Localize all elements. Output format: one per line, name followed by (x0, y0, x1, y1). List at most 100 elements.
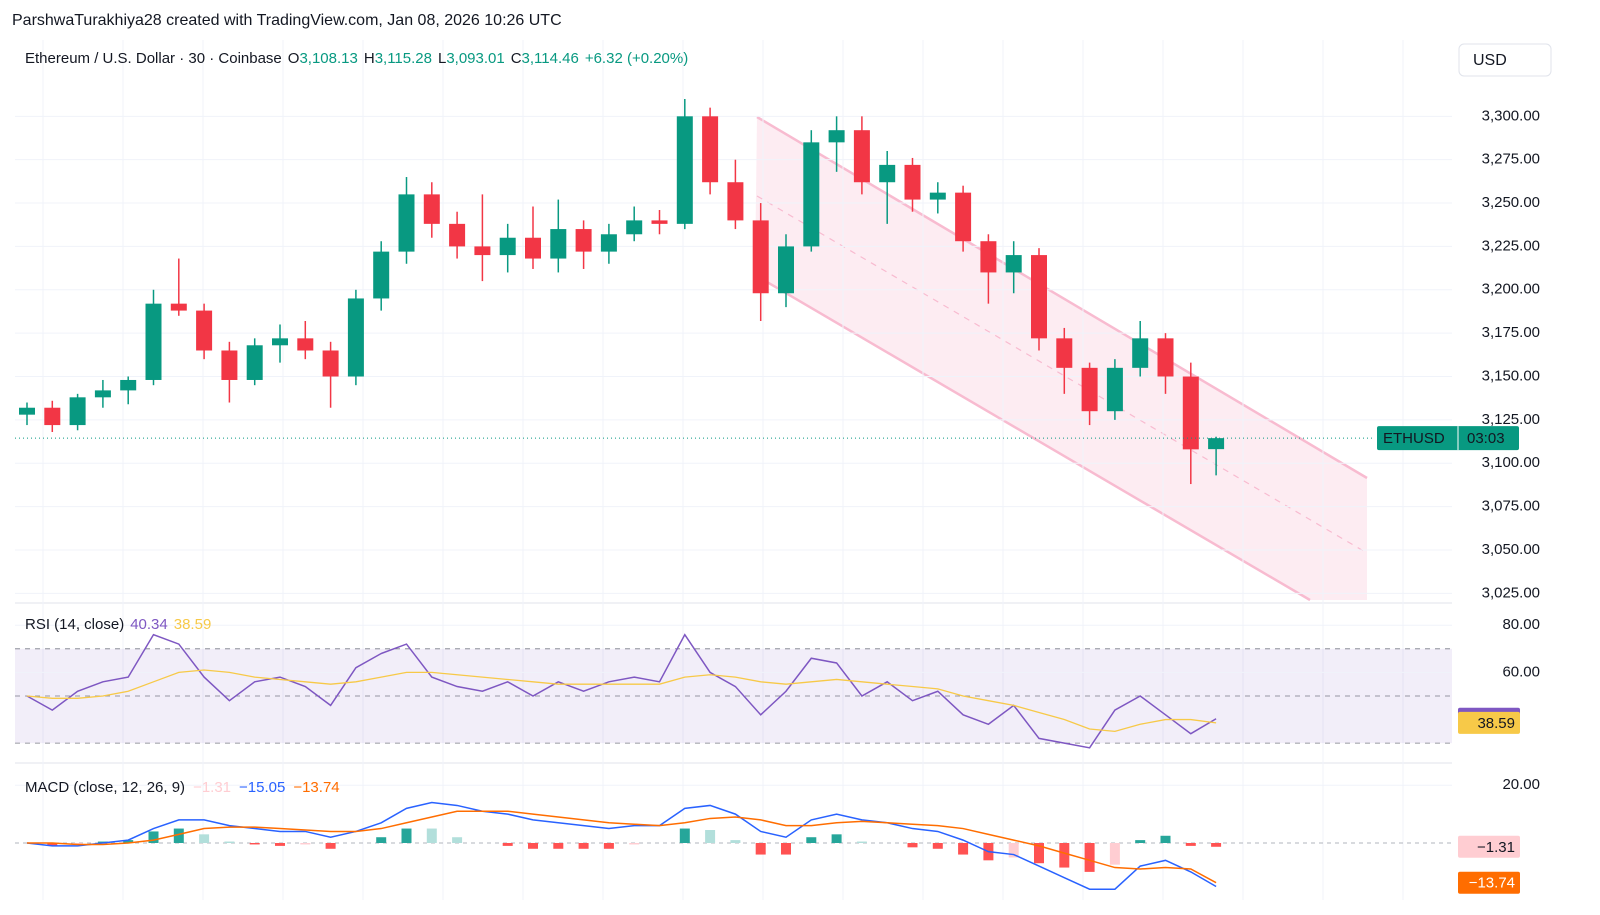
legend-item: −13.74 (293, 779, 339, 796)
y-tick-label: 3,150.00 (1482, 367, 1540, 384)
histogram-bar (856, 841, 867, 843)
legend-item: 38.59 (174, 616, 212, 633)
histogram-bar (1059, 843, 1070, 868)
histogram-bar (603, 843, 614, 849)
series-line (26, 633, 1217, 749)
chart-title: Ethereum / U.S. Dollar · 30 · Coinbase (25, 50, 282, 67)
histogram-bar (629, 843, 640, 845)
histogram-bar (781, 843, 791, 855)
candle-body (955, 192, 972, 242)
histogram-bar (1160, 835, 1171, 843)
histogram-bar (1008, 843, 1019, 858)
histogram-bar (679, 828, 690, 843)
candle-body (19, 407, 35, 415)
candle-body (727, 182, 744, 221)
candle-body (373, 251, 390, 299)
histogram-bar (148, 831, 159, 843)
candle-body (1056, 338, 1073, 368)
legend-item: 40.34 (130, 616, 168, 633)
candle-body (929, 192, 946, 200)
candle-body (1005, 255, 1022, 273)
ohlc-key: L (438, 50, 446, 67)
candle-body (904, 164, 921, 200)
candle-body (1157, 338, 1174, 377)
candle-body (1106, 367, 1123, 412)
y-tick-label: 3,125.00 (1482, 411, 1540, 428)
histogram-bar (224, 841, 235, 843)
histogram-bar (528, 843, 538, 849)
rsi-value: 38.59 (1477, 715, 1515, 732)
candle-body (980, 241, 997, 273)
histogram-bar (275, 843, 285, 846)
y-tick-label: 3,175.00 (1482, 324, 1540, 341)
symbol: ETHUSD (1383, 430, 1445, 447)
histogram-bar (907, 843, 918, 848)
ohlc-value: 3,115.28 (375, 50, 432, 67)
ohlc-value: 3,093.01 (446, 50, 504, 67)
candle-body (879, 164, 896, 183)
attribution: ParshwaTurakhiya28 created with TradingV… (12, 12, 562, 29)
y-tick-label: 60.00 (1502, 663, 1540, 680)
histogram-bar (932, 843, 943, 849)
candle-body (702, 116, 719, 183)
currency[interactable]: USD (1473, 52, 1507, 69)
macd-signal-badge (1458, 871, 1520, 894)
histogram-bar (1034, 843, 1044, 864)
histogram-bar (199, 834, 210, 843)
candle-body (499, 237, 516, 256)
legend: RSI (14, close) 40.34 38.59 (25, 616, 211, 633)
legend-item: −1.31 (193, 779, 231, 796)
y-tick-label: 80.00 (1502, 616, 1540, 633)
histogram-bar (1109, 843, 1120, 865)
histogram-bar (730, 840, 741, 843)
y-tick-label: 3,275.00 (1482, 151, 1540, 168)
series-line (26, 801, 1217, 890)
candle-body (1081, 367, 1098, 412)
candle-body (94, 390, 111, 398)
candle-body (196, 310, 213, 351)
channel-lower (754, 273, 1311, 602)
histogram-bar (300, 843, 311, 845)
legend-item: −15.05 (239, 779, 285, 796)
histogram-bar (755, 843, 766, 855)
candle-body (398, 194, 415, 252)
ohlc-key: C (511, 50, 522, 67)
histogram-bar (1084, 843, 1095, 872)
histogram-bar (123, 840, 134, 843)
candle-body (600, 234, 617, 252)
candle-body (170, 303, 187, 311)
histogram-bar (173, 828, 184, 843)
candle-body (347, 298, 364, 377)
candle-body (550, 229, 567, 259)
histogram-bar (958, 843, 969, 855)
candle-body (1182, 376, 1199, 450)
histogram-bar (502, 843, 513, 846)
candle-body (803, 142, 820, 247)
legend-item: RSI (14, close) (25, 616, 124, 633)
currency-button[interactable] (1458, 43, 1552, 77)
candle-body (626, 220, 643, 235)
rsi-band (15, 648, 1452, 744)
y-tick-label: 3,225.00 (1482, 237, 1540, 254)
candle-body (297, 338, 314, 351)
candle-body (449, 223, 466, 247)
y-tick-label: 3,050.00 (1482, 541, 1540, 558)
series-line (26, 669, 1217, 733)
histogram-bar (47, 843, 58, 846)
candle-body (651, 220, 668, 224)
candle-body (525, 237, 541, 259)
y-tick-label: 3,100.00 (1482, 454, 1540, 471)
candle-body (575, 229, 592, 252)
candle-body (322, 350, 339, 377)
last-price-badge (1377, 426, 1519, 451)
candle-body (221, 350, 238, 380)
ohlc-value: 3,108.13 (299, 50, 357, 67)
histogram-bar (553, 843, 564, 849)
ohlc-key: O (288, 50, 300, 67)
candle-body (778, 246, 794, 294)
histogram-bar (1185, 843, 1196, 846)
histogram-bar (1211, 843, 1222, 847)
histogram-bar (376, 837, 387, 843)
legend: MACD (close, 12, 26, 9) −1.31 −15.05 −13.74 (25, 779, 340, 796)
